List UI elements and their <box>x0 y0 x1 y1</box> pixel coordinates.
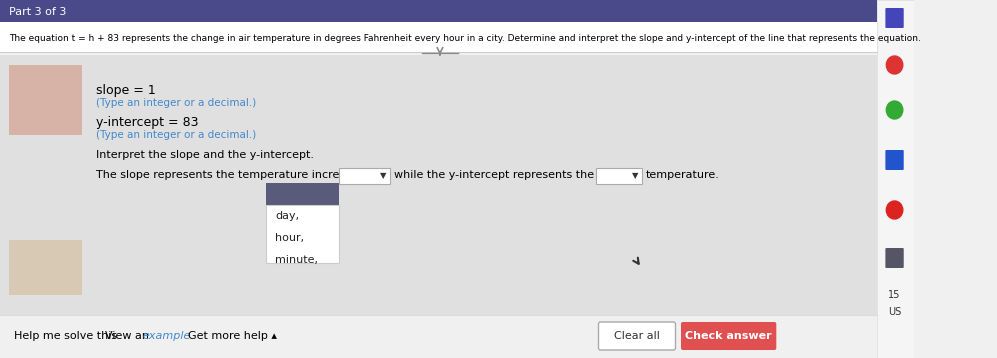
FancyBboxPatch shape <box>885 150 903 170</box>
Text: Help me solve this: Help me solve this <box>14 331 117 341</box>
FancyBboxPatch shape <box>266 183 339 205</box>
Text: 15: 15 <box>888 290 900 300</box>
Text: slope = 1: slope = 1 <box>97 83 156 97</box>
Text: minute,: minute, <box>275 255 318 265</box>
FancyBboxPatch shape <box>0 315 877 358</box>
Text: Part 3 of 3: Part 3 of 3 <box>9 7 67 17</box>
FancyBboxPatch shape <box>596 168 642 184</box>
Text: View an: View an <box>106 331 150 341</box>
FancyBboxPatch shape <box>9 240 83 295</box>
Text: Check answer: Check answer <box>685 331 772 341</box>
Text: ▼: ▼ <box>632 171 639 180</box>
FancyBboxPatch shape <box>9 65 83 135</box>
Circle shape <box>886 56 903 74</box>
Text: Get more help ▴: Get more help ▴ <box>187 331 277 341</box>
FancyBboxPatch shape <box>598 322 676 350</box>
Text: The equation t = h + 83 represents the change in air temperature in degrees Fahr: The equation t = h + 83 represents the c… <box>9 34 921 43</box>
Text: Clear all: Clear all <box>614 331 660 341</box>
Circle shape <box>886 101 903 119</box>
Text: example: example <box>142 331 190 341</box>
FancyBboxPatch shape <box>266 205 339 263</box>
FancyBboxPatch shape <box>0 55 877 315</box>
Text: (Type an integer or a decimal.): (Type an integer or a decimal.) <box>97 98 256 108</box>
FancyBboxPatch shape <box>0 22 877 52</box>
Text: day,: day, <box>275 211 299 221</box>
FancyBboxPatch shape <box>0 0 877 22</box>
Text: while the y-intercept represents the: while the y-intercept represents the <box>394 170 594 180</box>
Text: ▼: ▼ <box>381 171 387 180</box>
Text: temperature.: temperature. <box>646 170 720 180</box>
FancyBboxPatch shape <box>681 322 777 350</box>
FancyBboxPatch shape <box>339 168 390 184</box>
Text: hour,: hour, <box>275 233 304 243</box>
FancyBboxPatch shape <box>885 248 903 268</box>
Text: y-intercept = 83: y-intercept = 83 <box>97 116 198 129</box>
Text: The slope represents the temperature increase per: The slope represents the temperature inc… <box>97 170 381 180</box>
Text: (Type an integer or a decimal.): (Type an integer or a decimal.) <box>97 130 256 140</box>
Circle shape <box>886 201 903 219</box>
Text: US: US <box>888 307 901 317</box>
FancyBboxPatch shape <box>877 0 914 358</box>
FancyBboxPatch shape <box>885 8 903 28</box>
Text: Interpret the slope and the y-intercept.: Interpret the slope and the y-intercept. <box>97 150 314 160</box>
